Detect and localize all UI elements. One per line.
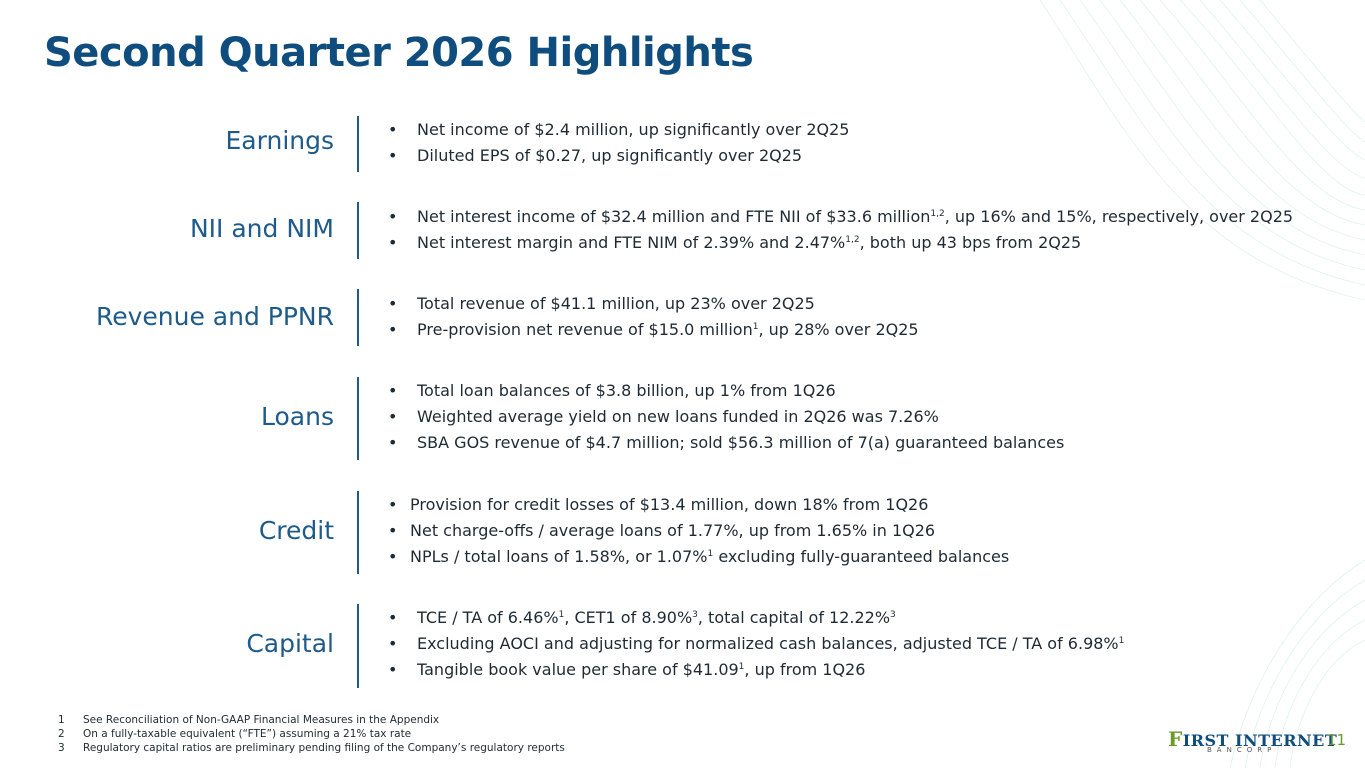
section-label: NII and NIM [189, 214, 334, 243]
section-divider [357, 377, 359, 460]
bullet-item: • Total revenue of $41.1 million, up 23% … [388, 294, 815, 313]
section-label: Capital [246, 629, 334, 658]
bullet-list: • Total revenue of $41.1 million, up 23% … [388, 291, 919, 343]
section-divider [357, 491, 359, 574]
page-number: 11 [1327, 731, 1347, 749]
bullet-item: • Pre-provision net revenue of $15.0 mill… [388, 320, 919, 339]
bullet-item: • NPLs / total loans of 1.58%, or 1.07%1 … [388, 547, 1010, 566]
bullet-item: • Net charge-offs / average loans of 1.77… [388, 521, 936, 540]
bullet-item: • Net income of $2.4 million, up signific… [388, 120, 850, 139]
bullet-list: • TCE / TA of 6.46%1, CET1 of 8.90%3, tot… [388, 605, 1124, 683]
bullet-item: • SBA GOS revenue of $4.7 million; sold $… [388, 433, 1065, 452]
bullet-item: • Excluding AOCI and adjusting for normal… [388, 634, 1125, 653]
section-label: Credit [258, 516, 334, 545]
bullet-item: • Total loan balances of $3.8 billion, up… [388, 381, 836, 400]
bullet-item: • Weighted average yield on new loans fun… [388, 407, 939, 426]
section-label: Earnings [225, 126, 334, 155]
footnote: 2 On a fully-taxable equivalent (“FTE”) a… [58, 728, 412, 740]
bullet-item: • Tangible book value per share of $41.09… [388, 660, 866, 679]
bullet-list: • Net interest income of $32.4 million an… [388, 204, 1293, 256]
bullet-item: • Diluted EPS of $0.27, up significantly … [388, 146, 803, 165]
bullet-list: • Provision for credit losses of $13.4 mi… [388, 492, 1009, 570]
first-internet-bancorp-logo: FIRST INTERNET BANCORP [1168, 727, 1338, 754]
section-label: Loans [261, 402, 334, 431]
bullet-item: • TCE / TA of 6.46%1, CET1 of 8.90%3, tot… [388, 608, 896, 627]
bullet-item: • Provision for credit losses of $13.4 mi… [388, 495, 929, 514]
bullet-item: • Net interest income of $32.4 million an… [388, 207, 1294, 226]
bullet-list: • Total loan balances of $3.8 billion, up… [388, 378, 1064, 456]
footnotes: 1 See Reconciliation of Non-GAAP Financia… [58, 713, 565, 755]
bullet-list: • Net income of $2.4 million, up signific… [388, 117, 849, 169]
section-divider [357, 604, 359, 688]
section-divider [357, 116, 359, 172]
section-divider [357, 289, 359, 346]
footnote: 3 Regulatory capital ratios are prelimina… [58, 742, 565, 754]
section-label: Revenue and PPNR [95, 302, 334, 331]
bullet-item: • Net interest margin and FTE NIM of 2.39… [388, 233, 1082, 252]
footnote: 1 See Reconciliation of Non-GAAP Financia… [58, 714, 440, 726]
section-divider [357, 202, 359, 259]
page-title: Second Quarter 2026 Highlights [44, 30, 754, 76]
